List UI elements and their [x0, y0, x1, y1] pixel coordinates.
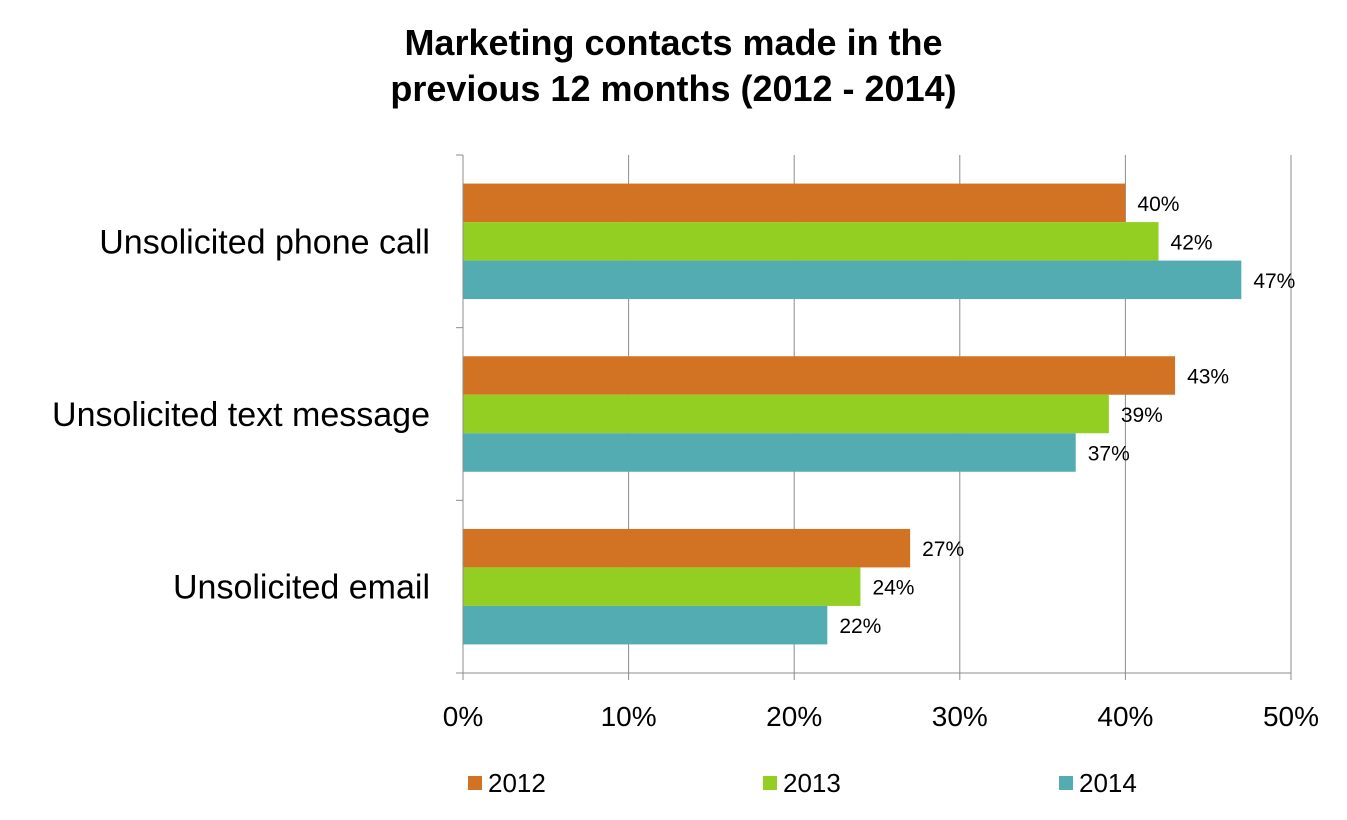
data-label-2012-2: 43% [1187, 366, 1229, 389]
legend-label-2013: 2013 [783, 768, 841, 798]
data-label-2014-2: 37% [1088, 443, 1130, 466]
bar-2012-1 [463, 183, 1126, 223]
bar-2013-1 [463, 222, 1159, 261]
bar-2013-3 [463, 567, 861, 606]
data-labels: 40% 42% 47% 43% 39% 37% 27% 24% 22% [839, 193, 1295, 638]
category-label-3: Unsolicited email [173, 569, 430, 607]
legend-swatch-2013 [763, 776, 777, 790]
data-label-2013-3: 24% [872, 577, 914, 600]
legend-label-2014: 2014 [1079, 768, 1137, 798]
bar-2012-3 [463, 528, 911, 568]
bar-2014-1 [463, 260, 1242, 300]
legend-swatch-2012 [468, 776, 482, 790]
x-tick-label-40: 40% [1097, 701, 1153, 732]
x-tick-label-0: 0% [443, 701, 483, 732]
data-label-2014-3: 22% [839, 615, 881, 638]
legend-swatch-2014 [1059, 776, 1073, 790]
x-tick-label-30: 30% [932, 701, 988, 732]
data-label-2014-1: 47% [1253, 270, 1295, 293]
data-label-2012-3: 27% [922, 538, 964, 561]
x-tick-label-50: 50% [1263, 701, 1319, 732]
chart-legend: 2012 2013 2014 [0, 766, 1347, 800]
axes: Unsolicited phone call Unsolicited text m… [52, 154, 1319, 732]
bar-2012-2 [463, 356, 1176, 395]
bar-2014-2 [463, 433, 1076, 472]
data-label-2012-1: 40% [1137, 193, 1179, 216]
bars [463, 183, 1242, 645]
chart-title-line-1: Marketing contacts made in the [404, 22, 943, 63]
data-label-2013-1: 42% [1171, 231, 1213, 254]
category-label-1: Unsolicited phone call [99, 223, 430, 261]
legend-item-2013: 2013 [763, 766, 841, 800]
bar-2014-3 [463, 605, 828, 645]
category-label-2: Unsolicited text message [52, 396, 430, 434]
legend-label-2012: 2012 [488, 768, 546, 798]
data-label-2013-2: 39% [1121, 404, 1163, 427]
x-tick-label-10: 10% [601, 701, 657, 732]
legend-item-2012: 2012 [468, 766, 546, 800]
bar-2013-2 [463, 394, 1109, 434]
chart-title-line-2: previous 12 months (2012 - 2014) [390, 68, 957, 109]
x-tick-label-20: 20% [766, 701, 822, 732]
chart-title: Marketing contacts made in the previous … [0, 20, 1347, 112]
legend-item-2014: 2014 [1059, 766, 1137, 800]
